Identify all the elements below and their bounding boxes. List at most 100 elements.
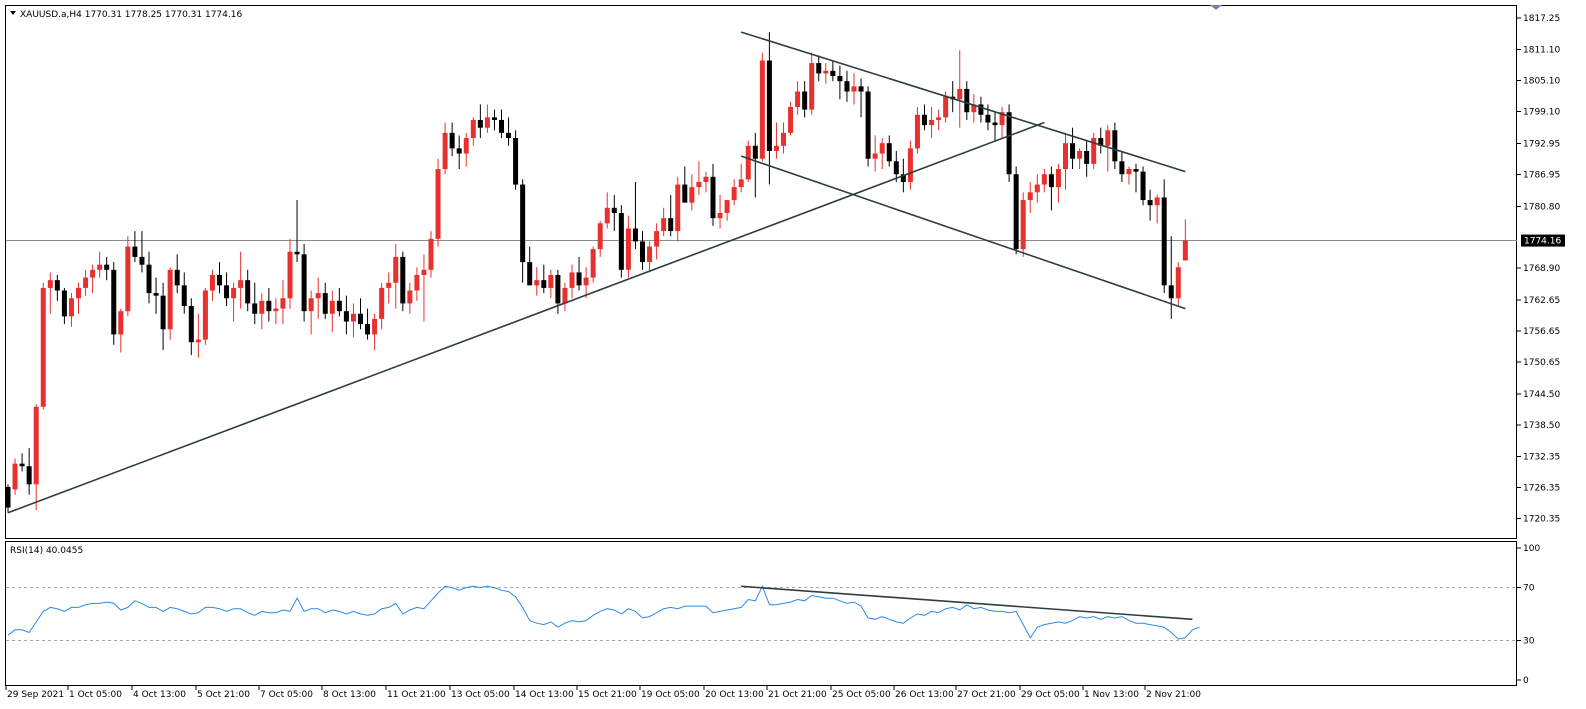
candle[interactable] bbox=[12, 458, 18, 495]
candle[interactable] bbox=[1147, 189, 1153, 221]
candle[interactable] bbox=[181, 272, 187, 314]
candle[interactable] bbox=[795, 81, 801, 115]
candle[interactable] bbox=[611, 194, 617, 232]
candle[interactable] bbox=[365, 308, 371, 340]
candle[interactable] bbox=[668, 194, 674, 237]
candle[interactable] bbox=[491, 109, 497, 131]
candle[interactable] bbox=[513, 130, 519, 190]
candle[interactable] bbox=[139, 231, 145, 273]
candle[interactable] bbox=[999, 107, 1005, 139]
candle[interactable] bbox=[350, 303, 356, 338]
candle[interactable] bbox=[781, 122, 786, 154]
candle[interactable] bbox=[1140, 166, 1146, 206]
candle[interactable] bbox=[273, 298, 279, 325]
candle[interactable] bbox=[1077, 148, 1083, 170]
candle[interactable] bbox=[111, 262, 117, 345]
candle[interactable] bbox=[1161, 179, 1167, 294]
candle[interactable] bbox=[710, 163, 716, 226]
candle[interactable] bbox=[1105, 125, 1111, 172]
candle[interactable] bbox=[1098, 127, 1104, 154]
candle[interactable] bbox=[625, 215, 631, 278]
candle[interactable] bbox=[985, 104, 991, 131]
candle[interactable] bbox=[379, 282, 385, 330]
candle[interactable] bbox=[654, 223, 660, 260]
candle[interactable] bbox=[569, 264, 575, 299]
candlestick-series[interactable] bbox=[5, 32, 1188, 513]
candle[interactable] bbox=[61, 287, 67, 325]
candle[interactable] bbox=[647, 241, 653, 273]
candle[interactable] bbox=[90, 264, 96, 294]
candle[interactable] bbox=[68, 293, 74, 327]
candle[interactable] bbox=[33, 404, 39, 511]
candle[interactable] bbox=[992, 112, 998, 141]
candle[interactable] bbox=[802, 81, 808, 118]
candle[interactable] bbox=[830, 60, 836, 82]
candle[interactable] bbox=[766, 32, 772, 185]
candle[interactable] bbox=[54, 275, 60, 301]
candle[interactable] bbox=[1063, 132, 1068, 190]
candle[interactable] bbox=[400, 251, 406, 312]
candle[interactable] bbox=[837, 65, 843, 100]
price-trendline[interactable] bbox=[740, 155, 1186, 310]
candle[interactable] bbox=[1048, 166, 1054, 211]
candle[interactable] bbox=[428, 231, 434, 278]
candle[interactable] bbox=[280, 280, 286, 325]
price-trendline[interactable] bbox=[7, 121, 1045, 514]
candle[interactable] bbox=[506, 117, 512, 146]
candle[interactable] bbox=[294, 200, 300, 263]
candle[interactable] bbox=[957, 50, 963, 128]
candle[interactable] bbox=[118, 308, 124, 353]
candle[interactable] bbox=[308, 290, 314, 335]
candle[interactable] bbox=[329, 290, 335, 332]
candle[interactable] bbox=[618, 205, 624, 278]
candle[interactable] bbox=[442, 122, 448, 175]
candle[interactable] bbox=[1041, 169, 1047, 193]
candle[interactable] bbox=[386, 272, 392, 304]
candle[interactable] bbox=[336, 287, 342, 317]
candle[interactable] bbox=[893, 150, 899, 182]
candle[interactable] bbox=[125, 236, 131, 317]
candle[interactable] bbox=[315, 277, 321, 319]
candle[interactable] bbox=[661, 207, 667, 237]
dropdown-triangle-icon[interactable] bbox=[10, 11, 16, 15]
candle[interactable] bbox=[1055, 163, 1061, 203]
candle[interactable] bbox=[745, 140, 751, 182]
candle[interactable] bbox=[1027, 181, 1033, 213]
candle[interactable] bbox=[1154, 194, 1160, 224]
candle[interactable] bbox=[301, 243, 307, 322]
candle[interactable] bbox=[1006, 104, 1012, 182]
candle[interactable] bbox=[322, 282, 328, 319]
candle[interactable] bbox=[632, 181, 638, 250]
candle[interactable] bbox=[1126, 166, 1132, 185]
candle[interactable] bbox=[562, 282, 568, 312]
candle[interactable] bbox=[372, 313, 378, 350]
candle[interactable] bbox=[1020, 192, 1026, 257]
candle[interactable] bbox=[358, 298, 363, 330]
price-trendline[interactable] bbox=[740, 31, 1186, 173]
candle[interactable] bbox=[1070, 127, 1076, 170]
candle[interactable] bbox=[773, 122, 779, 159]
candle[interactable] bbox=[83, 269, 89, 296]
candle[interactable] bbox=[435, 158, 441, 247]
candle[interactable] bbox=[238, 251, 244, 309]
candle[interactable] bbox=[879, 138, 885, 170]
candle[interactable] bbox=[696, 161, 702, 195]
candle[interactable] bbox=[929, 107, 935, 139]
candle[interactable] bbox=[527, 246, 533, 286]
candle[interactable] bbox=[640, 231, 645, 270]
candle[interactable] bbox=[922, 104, 927, 131]
candle[interactable] bbox=[971, 94, 977, 123]
candle[interactable] bbox=[5, 484, 11, 513]
candle[interactable] bbox=[343, 295, 349, 335]
candle[interactable] bbox=[470, 117, 476, 146]
candle[interactable] bbox=[202, 287, 208, 345]
candle[interactable] bbox=[104, 256, 110, 281]
candle[interactable] bbox=[252, 282, 258, 325]
candle[interactable] bbox=[788, 101, 794, 136]
candle[interactable] bbox=[1084, 140, 1090, 177]
candle[interactable] bbox=[689, 174, 695, 211]
shift-marker-icon[interactable] bbox=[1210, 5, 1222, 10]
candle[interactable] bbox=[576, 256, 582, 291]
rsi-series[interactable] bbox=[7, 585, 1200, 640]
candle[interactable] bbox=[548, 269, 554, 299]
